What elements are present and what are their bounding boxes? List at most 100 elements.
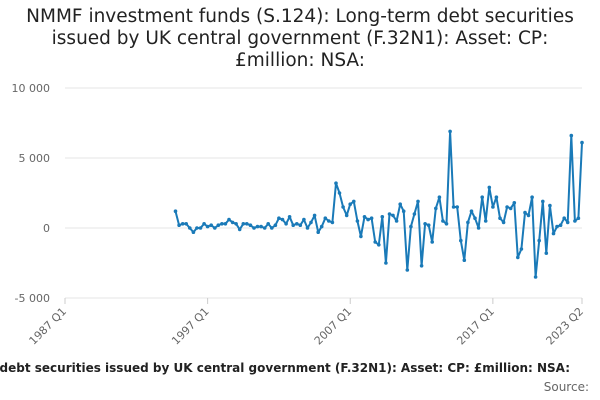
data-point[interactable]	[537, 238, 541, 243]
data-point[interactable]	[344, 213, 349, 218]
data-point[interactable]	[409, 224, 413, 229]
data-point[interactable]	[491, 205, 495, 209]
data-point[interactable]	[284, 222, 288, 226]
data-point[interactable]	[419, 264, 424, 268]
data-point[interactable]	[377, 243, 381, 247]
data-point[interactable]	[519, 247, 524, 251]
data-point[interactable]	[466, 220, 470, 225]
data-point[interactable]	[444, 222, 449, 226]
data-point[interactable]	[423, 222, 427, 226]
data-point[interactable]	[398, 202, 403, 206]
data-point[interactable]	[220, 222, 224, 226]
data-point[interactable]	[394, 219, 399, 223]
data-point[interactable]	[355, 219, 360, 223]
data-point[interactable]	[316, 230, 321, 234]
data-point[interactable]	[569, 133, 574, 138]
data-point[interactable]	[555, 224, 559, 229]
data-point[interactable]	[459, 238, 463, 243]
data-point[interactable]	[516, 255, 520, 260]
data-point[interactable]	[401, 209, 406, 213]
data-point[interactable]	[266, 222, 271, 226]
data-point[interactable]	[405, 268, 410, 272]
data-point[interactable]	[309, 220, 313, 225]
data-point[interactable]	[198, 226, 203, 230]
data-point[interactable]	[295, 222, 299, 226]
data-point[interactable]	[298, 223, 303, 227]
data-point[interactable]	[416, 199, 420, 204]
data-point[interactable]	[341, 205, 345, 209]
data-point[interactable]	[548, 203, 552, 208]
data-point[interactable]	[505, 205, 509, 209]
data-point[interactable]	[437, 195, 442, 199]
data-point[interactable]	[184, 222, 188, 226]
data-point[interactable]	[223, 222, 228, 226]
data-point[interactable]	[359, 234, 363, 239]
data-point[interactable]	[319, 224, 324, 229]
data-point[interactable]	[202, 222, 206, 226]
data-point[interactable]	[544, 251, 549, 255]
data-point[interactable]	[287, 215, 292, 219]
data-point[interactable]	[494, 195, 499, 199]
data-point[interactable]	[177, 223, 181, 227]
data-point[interactable]	[227, 217, 231, 222]
data-point[interactable]	[391, 213, 395, 218]
data-point[interactable]	[209, 223, 213, 227]
data-point[interactable]	[441, 219, 445, 223]
data-point[interactable]	[508, 206, 513, 211]
data-point[interactable]	[180, 222, 185, 226]
data-point[interactable]	[512, 201, 517, 205]
data-point[interactable]	[480, 195, 485, 199]
data-point[interactable]	[462, 258, 467, 263]
data-point[interactable]	[369, 216, 374, 220]
data-point[interactable]	[455, 205, 460, 209]
data-point[interactable]	[291, 223, 296, 227]
data-point[interactable]	[533, 275, 538, 279]
data-point[interactable]	[348, 202, 353, 206]
data-point[interactable]	[273, 223, 278, 227]
data-point[interactable]	[448, 129, 452, 134]
data-point[interactable]	[576, 216, 581, 220]
data-point[interactable]	[541, 199, 545, 204]
data-point[interactable]	[469, 209, 474, 213]
data-point[interactable]	[565, 220, 570, 225]
data-point[interactable]	[434, 206, 438, 211]
data-point[interactable]	[330, 220, 335, 225]
data-point[interactable]	[270, 226, 274, 230]
data-point[interactable]	[230, 220, 235, 225]
data-point[interactable]	[362, 215, 367, 219]
data-point[interactable]	[366, 217, 370, 222]
data-point[interactable]	[498, 216, 502, 220]
data-point[interactable]	[216, 223, 221, 227]
data-point[interactable]	[237, 227, 242, 232]
data-point[interactable]	[259, 224, 263, 229]
data-point[interactable]	[234, 222, 238, 226]
data-point[interactable]	[241, 222, 246, 226]
data-point[interactable]	[373, 240, 378, 244]
data-point[interactable]	[327, 219, 331, 223]
data-point[interactable]	[384, 261, 388, 265]
data-point[interactable]	[277, 216, 281, 220]
data-point[interactable]	[188, 226, 192, 230]
data-point[interactable]	[473, 216, 477, 220]
data-point[interactable]	[334, 181, 338, 185]
data-point[interactable]	[380, 215, 385, 219]
data-point[interactable]	[501, 220, 506, 225]
data-point[interactable]	[191, 230, 196, 234]
data-point[interactable]	[483, 219, 488, 223]
data-point[interactable]	[195, 226, 199, 230]
data-point[interactable]	[255, 224, 260, 229]
data-point[interactable]	[551, 231, 556, 236]
data-point[interactable]	[412, 212, 417, 216]
data-point[interactable]	[205, 224, 210, 229]
data-point[interactable]	[352, 199, 356, 204]
data-point[interactable]	[337, 191, 342, 195]
data-point[interactable]	[562, 216, 566, 220]
data-point[interactable]	[530, 195, 534, 199]
data-point[interactable]	[280, 217, 285, 222]
data-point[interactable]	[426, 223, 431, 227]
data-point[interactable]	[252, 226, 256, 230]
data-point[interactable]	[476, 226, 481, 230]
data-point[interactable]	[262, 226, 267, 230]
data-point[interactable]	[580, 140, 584, 145]
data-point[interactable]	[312, 213, 317, 218]
